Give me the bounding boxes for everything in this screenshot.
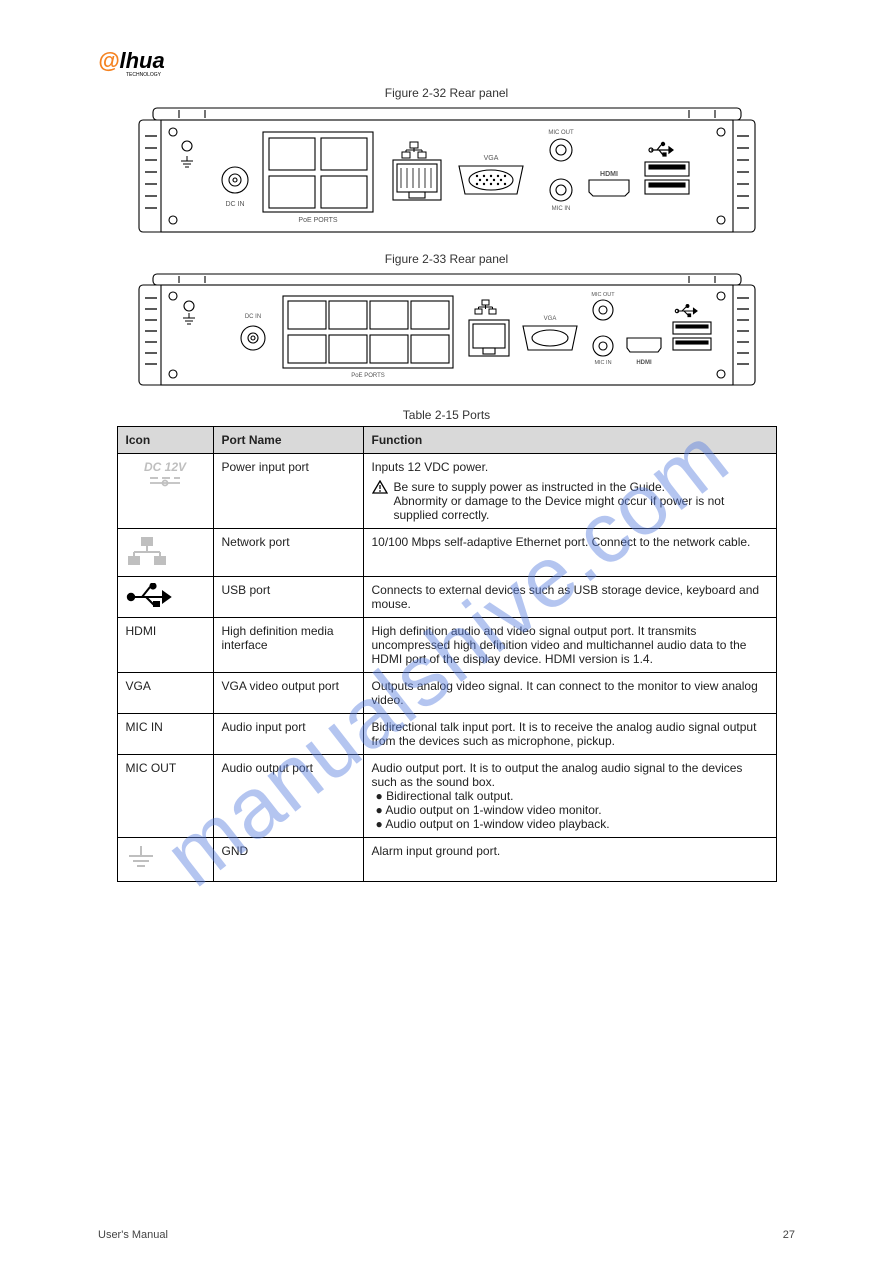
rear-panel-2: DC IN PoE PORTS VGA MIC OUT — [135, 272, 759, 398]
cell-name: USB port — [213, 577, 363, 618]
cell-function: Outputs analog video signal. It can conn… — [363, 673, 776, 714]
cell-icon: MIC IN — [117, 714, 213, 755]
table-row: MIC INAudio input portBidirectional talk… — [117, 714, 776, 755]
th-name: Port Name — [213, 427, 363, 454]
svg-text:MIC OUT: MIC OUT — [591, 292, 615, 298]
cell-name: VGA video output port — [213, 673, 363, 714]
th-icon: Icon — [117, 427, 213, 454]
svg-text:PoE PORTS: PoE PORTS — [351, 373, 385, 379]
cell-function: High definition audio and video signal o… — [363, 618, 776, 673]
cell-function: Inputs 12 VDC power.Be sure to supply po… — [363, 454, 776, 529]
footer-right: 27 — [783, 1229, 795, 1241]
brand-logo: @lhua TECHNOLOGY — [98, 48, 795, 78]
svg-text:PoE PORTS: PoE PORTS — [298, 217, 337, 224]
cell-icon — [117, 529, 213, 577]
table-row: HDMIHigh definition media interfaceHigh … — [117, 618, 776, 673]
table-header-row: Icon Port Name Function — [117, 427, 776, 454]
svg-text:VGA: VGA — [483, 155, 498, 162]
svg-text:MIC IN: MIC IN — [551, 206, 570, 212]
table-row: GNDAlarm input ground port. — [117, 838, 776, 882]
svg-text:MIC OUT: MIC OUT — [548, 130, 574, 136]
table-caption: Table 2-15 Ports — [98, 408, 795, 422]
cell-icon: VGA — [117, 673, 213, 714]
footer: User's Manual 27 — [0, 1229, 893, 1241]
table-row: Network port10/100 Mbps self-adaptive Et… — [117, 529, 776, 577]
rear-panel-1-svg: DC IN PoE PORTS — [135, 106, 759, 246]
cell-function: Alarm input ground port. — [363, 838, 776, 882]
svg-text:HDMI: HDMI — [636, 360, 652, 366]
cell-icon: HDMI — [117, 618, 213, 673]
cell-name: GND — [213, 838, 363, 882]
cell-icon — [117, 577, 213, 618]
rear-panel-2-svg: DC IN PoE PORTS VGA MIC OUT — [135, 272, 759, 398]
table-row: DC 12VPower input portInputs 12 VDC powe… — [117, 454, 776, 529]
cell-name: High definition media interface — [213, 618, 363, 673]
cell-icon — [117, 838, 213, 882]
figure2-caption: Figure 2-33 Rear panel — [98, 252, 795, 266]
cell-icon: DC 12V — [117, 454, 213, 529]
footer-left: User's Manual — [98, 1229, 168, 1241]
cell-function: Audio output port. It is to output the a… — [363, 755, 776, 838]
ports-table: Icon Port Name Function DC 12VPower inpu… — [117, 426, 777, 882]
table-row: MIC OUTAudio output portAudio output por… — [117, 755, 776, 838]
cell-name: Power input port — [213, 454, 363, 529]
cell-name: Audio input port — [213, 714, 363, 755]
svg-text:HDMI: HDMI — [600, 171, 618, 178]
th-function: Function — [363, 427, 776, 454]
figure1-caption: Figure 2-32 Rear panel — [98, 86, 795, 100]
rear-panel-1: DC IN PoE PORTS — [135, 106, 759, 246]
cell-function: Connects to external devices such as USB… — [363, 577, 776, 618]
svg-text:VGA: VGA — [543, 316, 556, 322]
svg-text:DC IN: DC IN — [225, 201, 244, 208]
svg-text:@lhua: @lhua — [98, 48, 165, 73]
cell-function: Bidirectional talk input port. It is to … — [363, 714, 776, 755]
cell-name: Audio output port — [213, 755, 363, 838]
table-row: VGAVGA video output portOutputs analog v… — [117, 673, 776, 714]
logo-sub: TECHNOLOGY — [126, 72, 162, 78]
page: @lhua TECHNOLOGY Figure 2-32 Rear panel — [0, 0, 893, 1263]
svg-text:MIC IN: MIC IN — [594, 360, 611, 366]
cell-icon: MIC OUT — [117, 755, 213, 838]
logo-a: @ — [98, 48, 119, 73]
cell-function: 10/100 Mbps self-adaptive Ethernet port.… — [363, 529, 776, 577]
cell-name: Network port — [213, 529, 363, 577]
table-row: USB portConnects to external devices suc… — [117, 577, 776, 618]
svg-text:DC IN: DC IN — [244, 314, 260, 320]
